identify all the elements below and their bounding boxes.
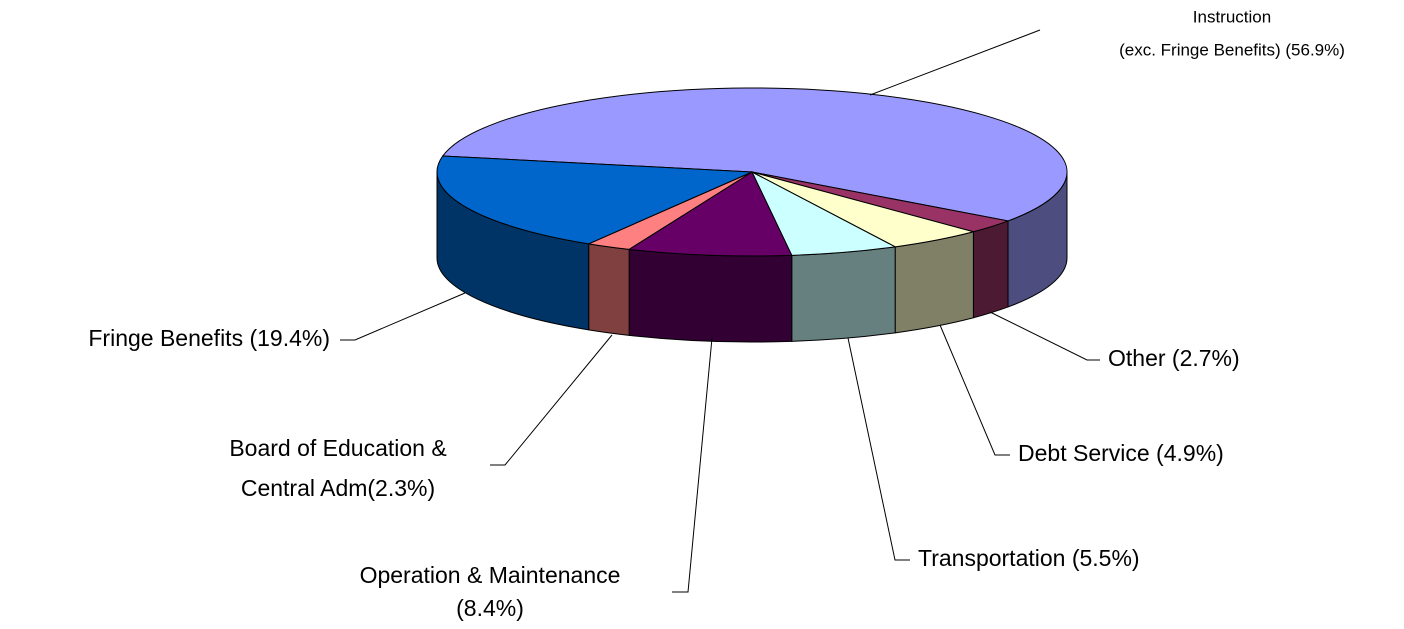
slice-side xyxy=(791,246,896,342)
leader-line xyxy=(490,334,613,466)
leader-line xyxy=(989,311,1100,361)
slice-label: Fringe Benefits (19.4%) xyxy=(88,325,330,351)
leader-line xyxy=(869,29,1041,96)
slice-label: Instruction xyxy=(1193,7,1271,26)
slice-side xyxy=(588,243,630,336)
slice-label: (exc. Fringe Benefits) (56.9%) xyxy=(1119,40,1345,59)
slice xyxy=(627,171,793,257)
slice-label: Other (2.7%) xyxy=(1108,345,1240,371)
leader-line xyxy=(672,337,713,593)
slice-side xyxy=(972,220,1009,319)
slice xyxy=(441,87,1068,222)
slice xyxy=(436,155,753,245)
slice-label: Operation & Maintenance xyxy=(360,562,621,588)
slice-label: Central Adm(2.3%) xyxy=(241,475,435,501)
leader-line xyxy=(340,292,466,341)
slice-side xyxy=(628,248,793,343)
slice-label: (8.4%) xyxy=(456,595,524,621)
slice-side xyxy=(894,231,974,334)
slice-label: Board of Education & xyxy=(229,435,446,461)
leader-line xyxy=(939,324,1010,456)
slice-label: Debt Service (4.9%) xyxy=(1018,440,1224,466)
slice-label: Transportation (5.5%) xyxy=(918,545,1140,571)
leader-line xyxy=(847,337,910,561)
